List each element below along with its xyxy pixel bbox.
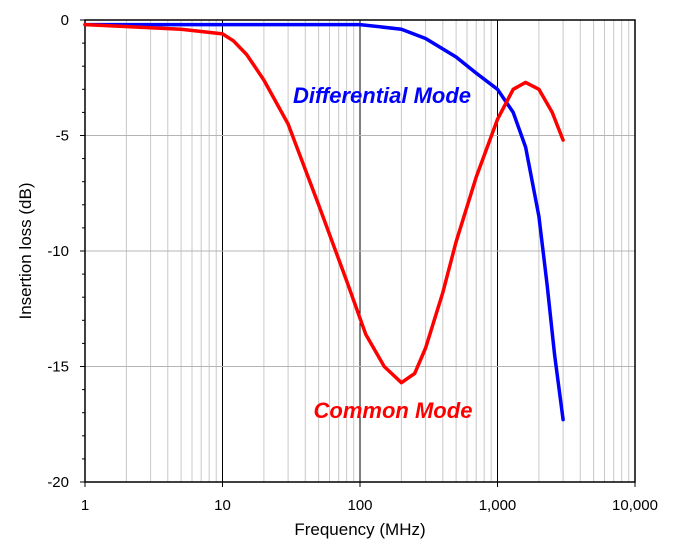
- series-lines: [83, 22, 565, 422]
- y-tick-label: 0: [61, 12, 69, 29]
- x-tick-label: 1,000: [479, 497, 517, 514]
- y-axis: 0 -5 -10 -15 -20: [47, 12, 85, 491]
- y-tick-label: -20: [47, 474, 69, 491]
- y-tick-label: -10: [47, 243, 69, 260]
- x-axis-title: Frequency (MHz): [294, 520, 425, 539]
- y-axis-title: Insertion loss (dB): [16, 183, 35, 320]
- x-tick-label: 10,000: [612, 497, 658, 514]
- x-tick-label: 1: [81, 497, 89, 514]
- series-label-common-mode: Common Mode: [314, 398, 473, 423]
- x-tick-label: 10: [214, 497, 231, 514]
- y-tick-label: -5: [56, 128, 69, 145]
- series-line-common-mode: [83, 22, 565, 385]
- x-axis: 1 10 100 1,000 10,000: [81, 482, 658, 514]
- x-tick-label: 100: [347, 497, 372, 514]
- series-line-differential-mode: [83, 22, 565, 422]
- series-labels: Differential Mode Common Mode: [293, 83, 472, 423]
- series-label-differential-mode: Differential Mode: [293, 83, 471, 108]
- y-tick-label: -15: [47, 359, 69, 376]
